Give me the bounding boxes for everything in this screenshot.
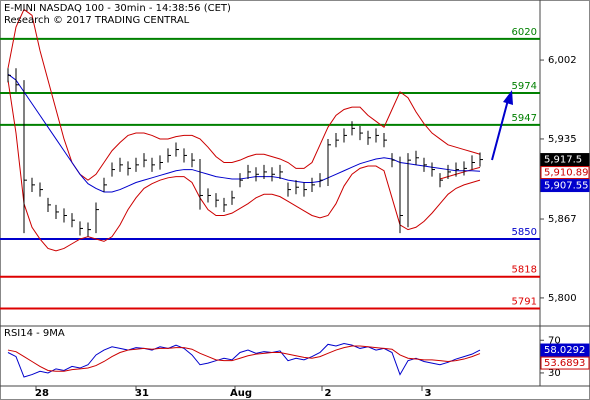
series-line xyxy=(7,79,481,252)
x-tick-label: 2 xyxy=(325,388,332,399)
level-label: 5974 xyxy=(512,81,537,92)
series-line xyxy=(7,343,481,378)
price-box-label: 53.6893 xyxy=(544,358,585,369)
series-line xyxy=(7,73,481,193)
x-tick-label: 28 xyxy=(35,388,49,399)
series-line xyxy=(7,345,481,372)
y-tick-label: 5,800 xyxy=(548,293,577,304)
forecast-arrow-head xyxy=(503,90,513,105)
price-box-label: 5,910.89 xyxy=(544,168,589,179)
y-tick-label: 6,002 xyxy=(548,55,577,66)
level-label: 5850 xyxy=(512,227,537,238)
price-box xyxy=(540,356,590,370)
y-tick-label: 30 xyxy=(548,368,561,379)
level-label: 5818 xyxy=(512,265,537,276)
price-box xyxy=(540,343,590,357)
x-tick-label: Aug xyxy=(230,388,252,399)
x-tick-label: 3 xyxy=(425,388,432,399)
y-tick-label: 5,935 xyxy=(548,134,577,145)
price-box-label: 5,907.55 xyxy=(544,181,589,192)
chart-title: E-MINI NASDAQ 100 - 30min - 14:38:56 (CE… xyxy=(4,3,231,14)
level-label: 6020 xyxy=(512,27,537,38)
chart-subtitle: Research © 2017 TRADING CENTRAL xyxy=(4,15,190,26)
series-line xyxy=(439,166,481,180)
rsi-title: RSI14 - 9MA xyxy=(4,328,65,339)
x-tick-label: 31 xyxy=(135,388,149,399)
level-label: 5791 xyxy=(512,297,537,308)
y-tick-label: 70 xyxy=(548,335,561,346)
series-line xyxy=(7,8,481,181)
price-box xyxy=(540,153,590,167)
price-box xyxy=(540,179,590,193)
forecast-arrow xyxy=(491,99,509,161)
price-box xyxy=(540,166,590,180)
level-label: 5947 xyxy=(512,113,537,124)
price-box-label: 58.0292 xyxy=(544,345,585,356)
y-tick-label: 5,867 xyxy=(548,214,577,225)
price-box-label: 5,917.5 xyxy=(544,155,582,166)
